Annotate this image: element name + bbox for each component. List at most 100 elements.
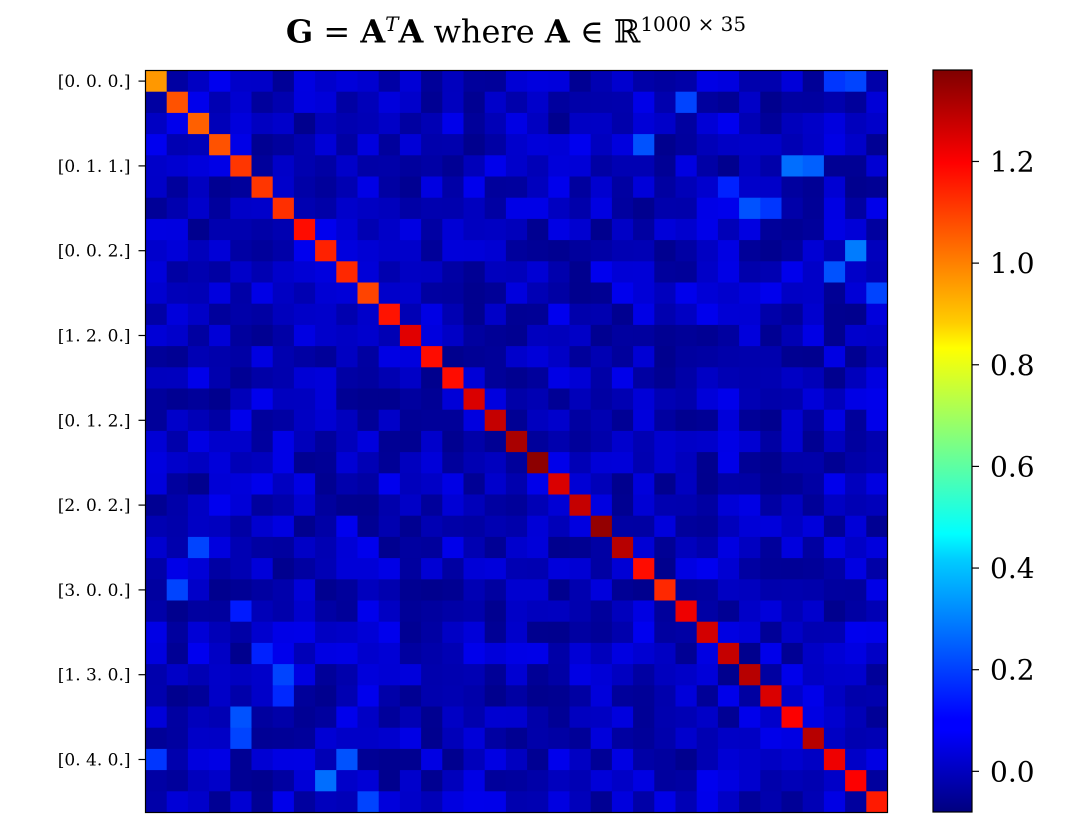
heatmap-cell: [293, 176, 316, 199]
heatmap-cell: [739, 579, 761, 601]
heatmap-cell: [675, 770, 698, 792]
heatmap-cell: [442, 261, 464, 283]
heatmap-cell: [145, 536, 168, 559]
heatmap-cell: [272, 409, 295, 432]
heatmap-cell: [760, 579, 782, 601]
heatmap-cell: [569, 642, 592, 665]
heatmap-cell: [802, 134, 825, 156]
heatmap-cells: [145, 70, 888, 813]
heatmap-cell: [251, 70, 274, 93]
heatmap-cell: [675, 558, 698, 580]
heatmap-cell: [590, 727, 613, 750]
heatmap-cell: [739, 409, 761, 432]
heatmap-cell: [781, 324, 804, 347]
heatmap-cell: [760, 473, 782, 495]
heatmap-cell: [484, 303, 507, 326]
heatmap-cell: [739, 303, 761, 326]
heatmap-cell: [654, 558, 676, 580]
heatmap-cell: [717, 240, 740, 262]
heatmap-cell: [421, 155, 443, 177]
heatmap-cell: [633, 770, 655, 792]
heatmap-cell: [251, 261, 274, 283]
heatmap-cell: [272, 579, 295, 601]
heatmap-cell: [527, 685, 549, 707]
heatmap-cell: [357, 303, 380, 326]
heatmap-cell: [399, 155, 422, 177]
heatmap-cell: [251, 282, 274, 305]
heatmap-cell: [336, 494, 358, 517]
heatmap-cell: [187, 282, 210, 305]
heatmap-cell: [845, 791, 867, 813]
heatmap-cell: [527, 494, 549, 517]
heatmap-cell: [611, 324, 634, 347]
heatmap-cell: [187, 664, 210, 686]
heatmap-cell: [845, 218, 867, 241]
heatmap-cell: [654, 155, 676, 177]
heatmap-cell: [739, 452, 761, 474]
heatmap-cell: [357, 579, 380, 601]
heatmap-cell: [166, 430, 189, 453]
heatmap-cell: [251, 452, 274, 474]
heatmap-cell: [654, 282, 676, 305]
heatmap-cell: [633, 70, 655, 93]
heatmap-cell: [696, 558, 719, 580]
heatmap-cell: [845, 494, 867, 517]
heatmap-cell: [145, 748, 168, 771]
heatmap-cell: [315, 473, 337, 495]
heatmap-cell: [145, 197, 168, 220]
heatmap-cell: [166, 621, 189, 644]
heatmap-cell: [272, 494, 295, 517]
heatmap-cell: [866, 600, 888, 623]
heatmap-cell: [463, 112, 486, 135]
heatmap-cell: [675, 261, 698, 283]
heatmap-cell: [336, 473, 358, 495]
heatmap-cell: [187, 176, 210, 199]
heatmap-cell: [187, 70, 210, 93]
heatmap-cell: [272, 430, 295, 453]
heatmap-cell: [802, 346, 825, 368]
heatmap-cell: [781, 282, 804, 305]
heatmap-cell: [590, 388, 613, 411]
heatmap-cell: [654, 727, 676, 750]
heatmap-cell: [569, 706, 592, 729]
heatmap-cell: [739, 346, 761, 368]
heatmap-cell: [293, 155, 316, 177]
heatmap-cell: [802, 664, 825, 686]
heatmap-cell: [569, 452, 592, 474]
heatmap-cell: [548, 727, 570, 750]
heatmap-cell: [378, 409, 401, 432]
heatmap-cell: [209, 791, 231, 813]
y-tick-label: [2. 0. 2.]: [58, 496, 131, 516]
heatmap-cell: [145, 494, 168, 517]
heatmap-cell: [823, 367, 846, 389]
heatmap-cell: [527, 642, 549, 665]
heatmap-cell: [696, 346, 719, 368]
heatmap-cell: [145, 642, 168, 665]
heatmap-cell: [484, 600, 507, 623]
heatmap-cell: [421, 536, 443, 559]
heatmap-cell: [272, 515, 295, 538]
heatmap-cell: [399, 558, 422, 580]
heatmap-cell: [187, 473, 210, 495]
heatmap-cell: [315, 452, 337, 474]
heatmap-cell: [166, 240, 189, 262]
heatmap-cell: [166, 515, 189, 538]
heatmap-cell: [272, 664, 295, 686]
heatmap-cell: [633, 727, 655, 750]
heatmap-cell: [527, 388, 549, 411]
heatmap-cell: [527, 176, 549, 199]
heatmap-cell: [675, 515, 698, 538]
heatmap-cell: [336, 218, 358, 241]
heatmap-cell: [866, 430, 888, 453]
heatmap-cell: [675, 579, 698, 601]
heatmap-cell: [781, 155, 804, 177]
heatmap-cell: [230, 536, 252, 559]
heatmap-cell: [633, 558, 655, 580]
heatmap-cell: [399, 621, 422, 644]
heatmap-cell: [696, 218, 719, 241]
heatmap-cell: [717, 515, 740, 538]
heatmap-cell: [230, 91, 252, 114]
heatmap-cell: [527, 515, 549, 538]
heatmap-cell: [739, 727, 761, 750]
heatmap-cell: [505, 155, 528, 177]
